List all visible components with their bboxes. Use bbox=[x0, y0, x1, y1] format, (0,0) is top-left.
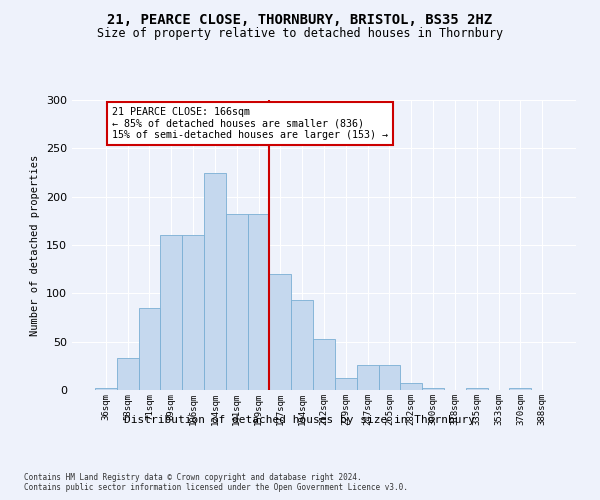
Text: Contains public sector information licensed under the Open Government Licence v3: Contains public sector information licen… bbox=[24, 484, 408, 492]
Bar bbox=[160, 236, 182, 390]
Bar bbox=[291, 300, 313, 390]
Bar bbox=[139, 308, 160, 390]
Bar bbox=[117, 358, 139, 390]
Text: Contains HM Land Registry data © Crown copyright and database right 2024.: Contains HM Land Registry data © Crown c… bbox=[24, 472, 362, 482]
Bar bbox=[335, 378, 357, 390]
Bar bbox=[379, 365, 400, 390]
Bar bbox=[357, 365, 379, 390]
Y-axis label: Number of detached properties: Number of detached properties bbox=[31, 154, 40, 336]
Text: 21 PEARCE CLOSE: 166sqm
← 85% of detached houses are smaller (836)
15% of semi-d: 21 PEARCE CLOSE: 166sqm ← 85% of detache… bbox=[112, 107, 388, 140]
Bar bbox=[313, 339, 335, 390]
Bar bbox=[400, 383, 422, 390]
Bar bbox=[204, 174, 226, 390]
Bar bbox=[248, 214, 269, 390]
Bar bbox=[182, 236, 204, 390]
Text: 21, PEARCE CLOSE, THORNBURY, BRISTOL, BS35 2HZ: 21, PEARCE CLOSE, THORNBURY, BRISTOL, BS… bbox=[107, 12, 493, 26]
Bar bbox=[422, 388, 444, 390]
Bar bbox=[226, 214, 248, 390]
Bar bbox=[466, 388, 488, 390]
Bar bbox=[509, 388, 531, 390]
Text: Distribution of detached houses by size in Thornbury: Distribution of detached houses by size … bbox=[125, 415, 476, 425]
Text: Size of property relative to detached houses in Thornbury: Size of property relative to detached ho… bbox=[97, 28, 503, 40]
Bar bbox=[95, 388, 117, 390]
Bar bbox=[269, 274, 291, 390]
